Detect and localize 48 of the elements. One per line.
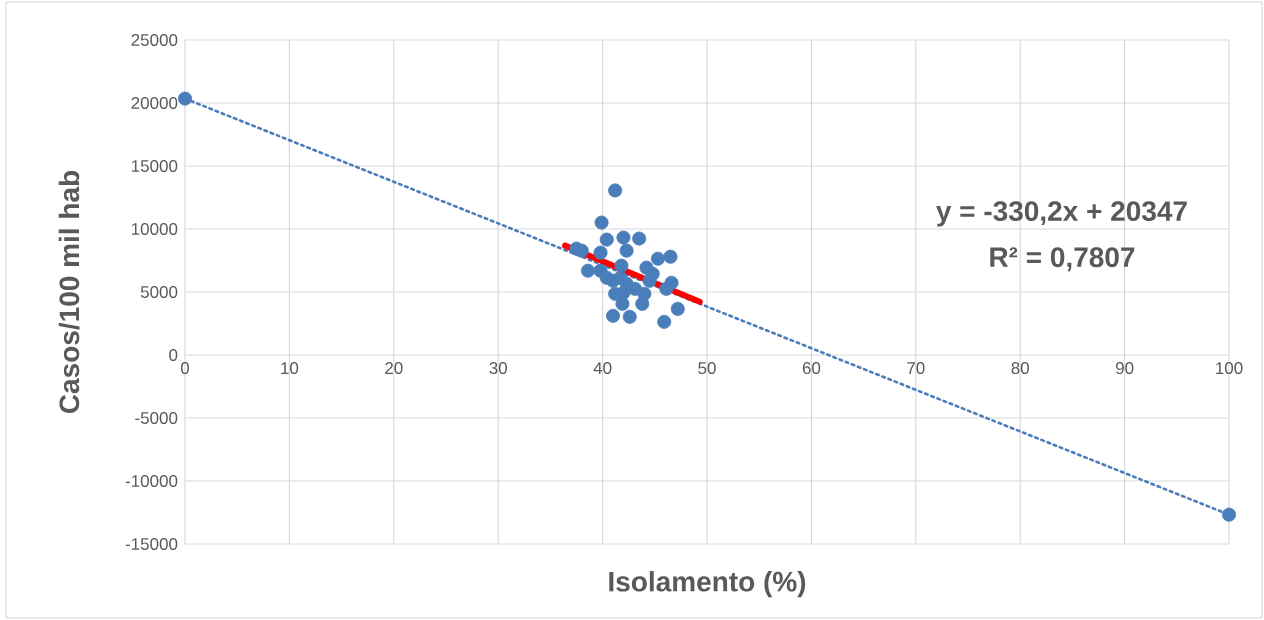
point [569, 241, 584, 256]
x-tick-label: 80 [1011, 362, 1029, 375]
y-tick-label: 0 [169, 348, 178, 362]
x-tick-label: 70 [907, 362, 925, 375]
x-tick-label: 40 [593, 362, 612, 375]
point [613, 270, 628, 285]
y-tick-label: 20000 [131, 96, 178, 110]
x-tick-label: 0 [180, 362, 190, 375]
x-tick-label: 50 [698, 362, 716, 375]
y-tick-label: -10000 [125, 474, 178, 488]
y-axis-title: Casos/100 mil hab [58, 171, 80, 414]
point [593, 263, 608, 278]
x-tick-label: 10 [281, 362, 299, 375]
point [650, 251, 665, 266]
point [614, 258, 629, 273]
point [663, 249, 678, 264]
point [619, 243, 634, 258]
point [622, 309, 637, 324]
x-tick-label: 30 [489, 362, 507, 375]
point [608, 183, 623, 198]
x-axis-title: Isolamento (%) [609, 571, 806, 598]
point [599, 232, 614, 247]
y-tick-label: 25000 [131, 33, 178, 47]
point [657, 314, 672, 329]
y-tick-label: -15000 [125, 537, 178, 551]
y-tick-label: 5000 [140, 285, 178, 299]
point [178, 91, 192, 106]
point [616, 230, 631, 245]
x-tick-label: 100 [1216, 362, 1243, 375]
x-tick-label: 90 [1115, 362, 1134, 375]
point [1222, 507, 1237, 522]
annotation: y = -330,2x + 20347 [936, 201, 1187, 227]
point [627, 281, 642, 296]
point [593, 245, 608, 260]
y-tick-label: 10000 [131, 222, 178, 236]
point [606, 308, 621, 323]
point [632, 231, 647, 246]
annotation: R² = 0,7807 [990, 247, 1135, 272]
point [670, 301, 685, 316]
y-tick-label: 15000 [131, 159, 178, 173]
point [594, 215, 609, 230]
x-tick-label: 60 [802, 362, 821, 375]
point [659, 281, 674, 296]
point [616, 285, 631, 300]
x-tick-label: 20 [385, 362, 403, 375]
y-tick-label: -5000 [135, 411, 178, 425]
point [580, 263, 595, 278]
point [642, 273, 657, 288]
